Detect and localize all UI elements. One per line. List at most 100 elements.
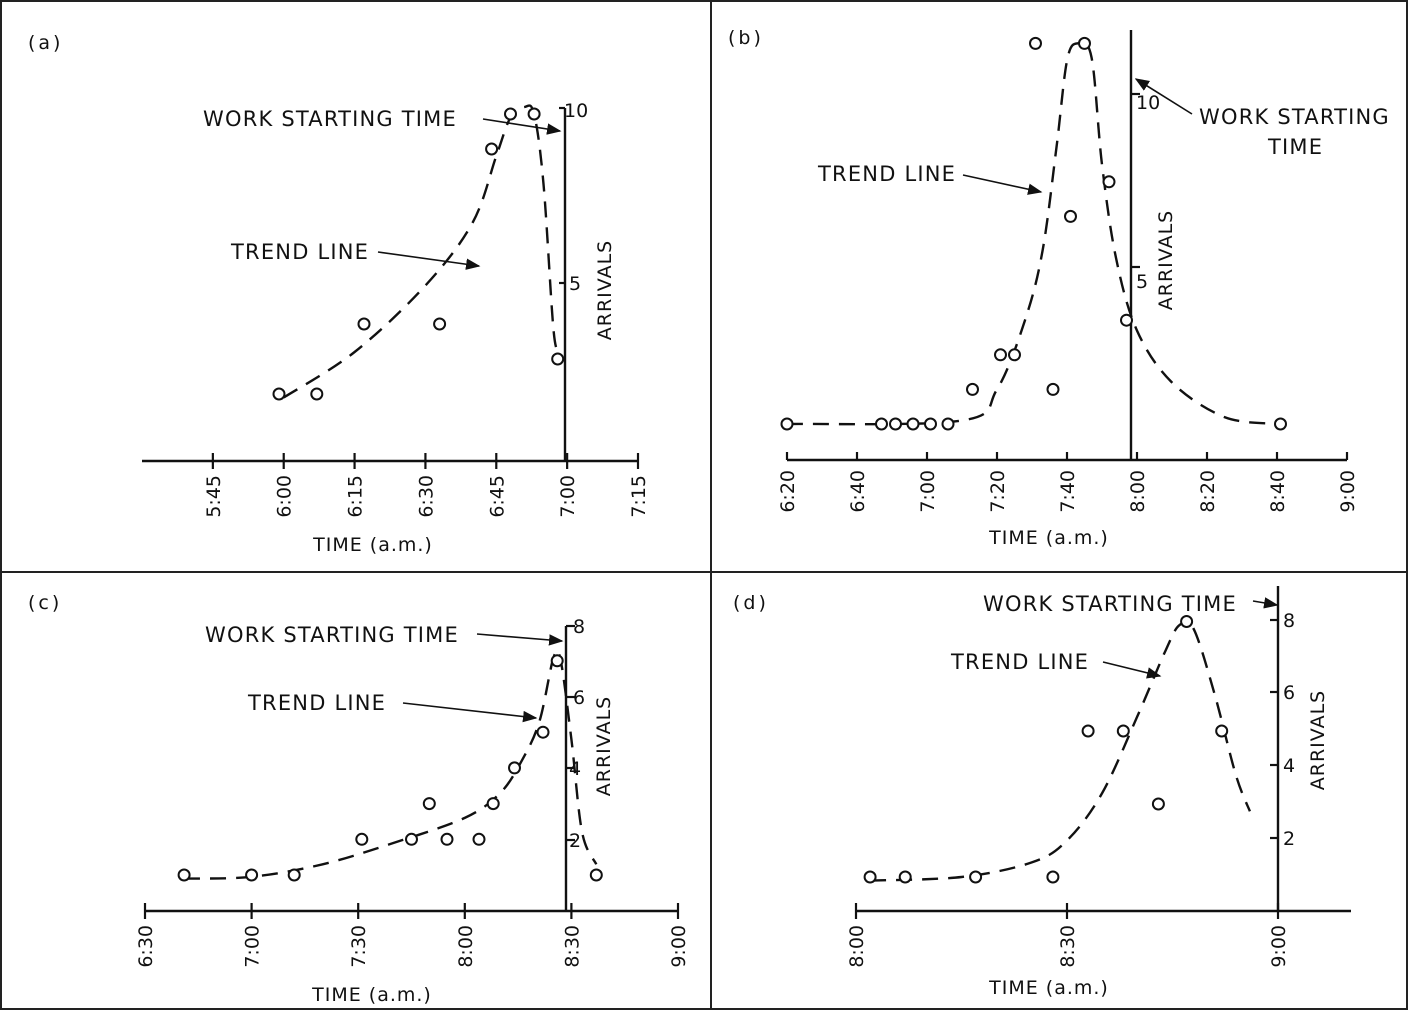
- panel-c-x-tick-label: 8:00: [455, 925, 477, 968]
- panel-d-work-start-arrow: [1252, 597, 1279, 609]
- panel-c-x-ticks: 6:30 7:00 7:30 8:00 8:30 9:00: [135, 903, 690, 968]
- panel-a-x-tick-label: 7:15: [628, 475, 650, 518]
- panel-a-x-tick-label: 7:00: [557, 475, 579, 518]
- panel-c-y-axis: 2 4 6 8: [564, 616, 585, 911]
- panel-b-x-tick-label: 8:00: [1127, 470, 1149, 513]
- panel-d-data-point: [1151, 797, 1165, 811]
- panel-b-x-tick-label: 6:40: [847, 470, 869, 513]
- panel-c-data-point: [536, 725, 550, 739]
- panel-b-data-point: [875, 417, 888, 431]
- panel-b-x-tick-label: 6:20: [777, 470, 799, 513]
- panel-a-y-tick-label-5: 5: [569, 273, 581, 295]
- panel-c-trend-line: [184, 648, 598, 880]
- panel-c-x-tick-label: 7:30: [348, 925, 370, 968]
- panel-c-data-point: [472, 832, 486, 846]
- panel-b-data-point: [906, 417, 920, 431]
- panel-a-label: (a): [28, 32, 63, 54]
- panel-a-x-tick-label: 6:30: [415, 475, 437, 518]
- panel-a-data-point: [310, 387, 324, 401]
- panel-c-data-point: [440, 832, 454, 846]
- panel-b-work-start-label-line1: WORK STARTING: [1199, 105, 1390, 129]
- panel-d-y-tick-label-4: 4: [1283, 755, 1295, 777]
- panel-a-x-axis-title: TIME (a.m.): [312, 534, 433, 556]
- panel-d-trend-label: TREND LINE: [950, 650, 1089, 674]
- panel-d-x-tick-label: 9:00: [1268, 925, 1290, 968]
- panel-b-trend-line: [786, 41, 1278, 426]
- panel-c-y-tick-label-2: 2: [569, 830, 581, 852]
- panel-b-data-point: [1064, 209, 1077, 223]
- panel-a-x-tick-label: 6:00: [274, 475, 296, 518]
- panel-b-trend-arrow: [962, 174, 1043, 195]
- panel-a-data-point: [357, 317, 371, 331]
- panel-b-x-tick-label: 7:00: [917, 470, 939, 513]
- panel-a-x-tick-label: 6:45: [486, 475, 508, 518]
- panel-d-y-tick-label-8: 8: [1283, 610, 1295, 632]
- panel-c-trend-label: TREND LINE: [247, 691, 386, 715]
- panel-b-data-point: [924, 417, 937, 431]
- panel-d-x-axis-title: TIME (a.m.): [988, 977, 1109, 999]
- panel-c-x-tick-label: 6:30: [135, 925, 157, 968]
- panel-c-data-point: [355, 832, 369, 846]
- panel-b-x-tick-label: 7:20: [987, 470, 1009, 513]
- panel-d-label: (d): [733, 592, 769, 614]
- panel-d: (d) 2 4 6 8 ARRIVALS TIME (a.m.) WORK ST…: [733, 586, 1351, 999]
- panel-a-x-tick-label: 6:15: [345, 475, 367, 518]
- panel-b-data-point: [1274, 417, 1287, 431]
- panel-b-x-ticks: 6:20 6:40 7:00 7:20 7:40 8:00 8:20 8:40 9:00: [777, 452, 1359, 513]
- panel-d-y-axis-title: ARRIVALS: [1307, 690, 1329, 790]
- panel-c-x-tick-label: 7:00: [242, 925, 264, 968]
- panel-c-data-point: [177, 868, 191, 882]
- panel-c-points: [177, 654, 603, 882]
- panel-a-data-point: [485, 142, 499, 156]
- panel-d-y-tick-label-2: 2: [1283, 828, 1295, 850]
- panel-c-data-point: [245, 868, 259, 882]
- panel-d-trend-line: [870, 620, 1252, 882]
- panel-b-x-tick-label: 9:00: [1337, 470, 1359, 513]
- panel-d-data-point: [1116, 724, 1130, 738]
- panel-c: (c) 2 4 6 8 ARRIVALS TIME (a.m.) WORK ST…: [28, 592, 690, 1006]
- panel-d-data-point: [1046, 870, 1060, 884]
- panel-b-x-axis-title: TIME (a.m.): [988, 527, 1109, 549]
- panel-d-data-point: [969, 870, 983, 884]
- panel-b-data-point: [780, 417, 794, 431]
- panel-d-data-point: [1081, 724, 1095, 738]
- panel-d-y-tick-label-6: 6: [1283, 682, 1295, 704]
- panel-c-data-point: [422, 797, 436, 811]
- panel-a-x-ticks: 5:45 6:00 6:15 6:30 6:45 7:00 7:15: [203, 453, 650, 518]
- panel-a-trend-label: TREND LINE: [230, 240, 369, 264]
- panel-b-y-axis: 5 10: [1129, 30, 1160, 460]
- panel-b: (b) 5 10 ARRIVALS TIME (a.m.) WORK START…: [728, 27, 1390, 549]
- panel-b-data-point: [941, 417, 955, 431]
- panel-c-x-tick-label: 8:30: [561, 925, 583, 968]
- panel-b-data-point: [1008, 348, 1021, 362]
- panel-c-y-axis-title: ARRIVALS: [593, 696, 615, 796]
- panel-b-x-tick-label: 8:40: [1267, 470, 1289, 513]
- panel-d-work-start-label: WORK STARTING TIME: [983, 592, 1237, 616]
- panel-a-y-axis: 5 10: [559, 100, 588, 461]
- panel-b-data-point: [889, 417, 902, 431]
- panel-a-points: [272, 107, 565, 401]
- panel-b-points: [780, 36, 1287, 431]
- panel-b-work-start-arrow: [1134, 78, 1193, 115]
- panel-d-points: [863, 615, 1229, 884]
- panel-a-work-start-label: WORK STARTING TIME: [203, 107, 457, 131]
- panel-b-data-point: [1078, 36, 1091, 50]
- panel-b-data-point: [1102, 175, 1116, 189]
- panel-c-data-point: [589, 868, 603, 882]
- panel-c-y-tick-label-8: 8: [573, 616, 585, 638]
- panel-c-work-start-label: WORK STARTING TIME: [205, 623, 459, 647]
- panel-a-x-tick-label: 5:45: [203, 475, 225, 518]
- panel-b-work-start-label-line2: TIME: [1267, 135, 1323, 159]
- panel-b-label: (b): [728, 27, 764, 49]
- panel-a-data-point: [527, 107, 541, 121]
- panel-d-x-ticks: 8:00 8:30 9:00: [846, 903, 1290, 968]
- panel-a-data-point: [272, 387, 286, 401]
- panel-d-data-point: [1180, 615, 1194, 628]
- panel-b-data-point: [1120, 313, 1133, 327]
- panel-b-y-tick-label-10: 10: [1136, 92, 1160, 114]
- panel-b-data-point: [966, 382, 979, 396]
- panel-a-work-start-arrow: [482, 118, 562, 135]
- panel-a-data-point: [551, 352, 565, 366]
